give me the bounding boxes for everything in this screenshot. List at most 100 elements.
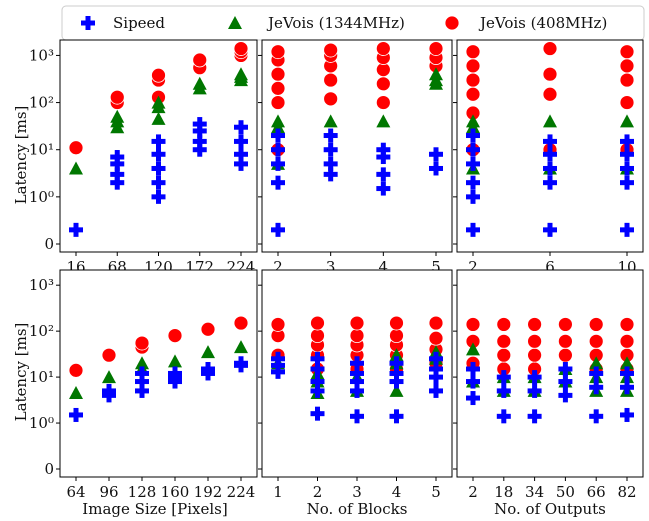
data-point	[323, 156, 338, 171]
data-point	[234, 67, 248, 81]
data-point	[589, 409, 604, 424]
data-point	[271, 222, 285, 237]
x-tick-label: 4	[379, 258, 389, 276]
x-tick-label: 3	[326, 258, 336, 276]
data-point	[110, 150, 125, 165]
data-point	[323, 42, 339, 58]
data-point	[620, 134, 634, 149]
x-tick-label: 50	[556, 483, 575, 501]
y-tick-label: 10⁰	[29, 414, 54, 432]
data-point	[69, 161, 83, 175]
data-point	[542, 86, 558, 102]
data-point	[389, 374, 404, 389]
data-point	[589, 356, 604, 370]
data-point	[465, 72, 481, 88]
x-tick-label: 2	[313, 483, 323, 501]
data-point	[620, 222, 634, 237]
x-tick-label: 192	[194, 483, 223, 501]
data-point	[619, 58, 635, 74]
data-point	[558, 347, 573, 363]
data-point	[192, 134, 207, 149]
data-point	[527, 317, 542, 332]
data-point	[620, 356, 634, 370]
data-point	[151, 67, 166, 83]
data-point	[350, 374, 364, 389]
data-point	[466, 342, 480, 356]
data-point	[323, 128, 338, 143]
data-point	[527, 347, 542, 363]
data-point	[466, 374, 480, 389]
data-point	[310, 374, 325, 389]
data-point	[466, 175, 480, 190]
data-point	[429, 370, 443, 385]
data-point	[192, 76, 207, 90]
data-point	[429, 67, 443, 81]
data-point	[429, 362, 443, 377]
data-point	[466, 128, 480, 143]
data-point	[543, 222, 557, 237]
data-point	[102, 370, 116, 384]
data-point	[429, 161, 443, 176]
data-point	[192, 117, 207, 132]
data-point	[270, 80, 286, 96]
legend-entry-sipeed: Sipeed	[81, 14, 165, 32]
x-tick-label: 18	[494, 483, 513, 501]
data-point	[310, 328, 325, 343]
data-point	[270, 317, 286, 332]
data-point	[168, 354, 182, 368]
data-point	[465, 44, 481, 60]
data-point	[200, 321, 216, 337]
data-point	[151, 175, 166, 190]
data-point	[350, 366, 364, 381]
x-tick-label: 160	[161, 483, 190, 501]
data-point	[375, 41, 391, 56]
legend-label-jevois-1344: JeVois (1344MHz)	[266, 14, 405, 32]
x-tick-label: 128	[128, 483, 157, 501]
data-point	[233, 41, 249, 56]
data-point	[620, 407, 634, 422]
data-point	[271, 175, 285, 190]
data-point	[375, 76, 391, 92]
data-point	[234, 356, 248, 371]
data-point	[543, 175, 557, 190]
x-tick-label: 1	[273, 483, 283, 501]
data-point	[310, 362, 325, 377]
data-point	[527, 370, 542, 385]
data-point	[101, 347, 117, 363]
panel-3: 2 6 10	[453, 39, 644, 276]
x-tick-label: 66	[587, 483, 606, 501]
data-point	[233, 315, 249, 331]
y-tick-label: 10²	[29, 94, 54, 112]
data-point	[271, 142, 285, 157]
data-point	[151, 161, 166, 176]
data-point	[558, 374, 573, 389]
data-point	[620, 366, 634, 381]
panel-frame	[261, 39, 453, 253]
data-point	[466, 222, 480, 237]
data-point	[69, 222, 83, 237]
data-point	[542, 66, 558, 82]
legend: Sipeed JeVois (1344MHz) JeVois (408MHz)	[61, 5, 645, 41]
x-tick-label: 2	[273, 258, 283, 276]
data-point	[323, 142, 338, 157]
data-point	[310, 315, 325, 331]
data-point	[151, 189, 166, 204]
data-point	[429, 147, 443, 162]
data-point	[558, 388, 573, 403]
data-point	[151, 111, 166, 125]
data-point	[466, 189, 480, 204]
data-point	[110, 167, 125, 182]
x-tick-label: 4	[392, 483, 402, 501]
data-point	[389, 328, 404, 343]
y-tick-label: 10³	[29, 46, 54, 64]
data-point	[619, 317, 635, 332]
data-point	[389, 366, 404, 381]
data-point	[310, 383, 325, 398]
y-tick-label: 10¹	[29, 368, 54, 386]
data-point	[542, 41, 558, 56]
data-point	[389, 348, 404, 362]
data-point	[619, 333, 635, 349]
data-point	[619, 44, 635, 60]
data-point	[271, 128, 285, 143]
data-point	[151, 134, 166, 149]
